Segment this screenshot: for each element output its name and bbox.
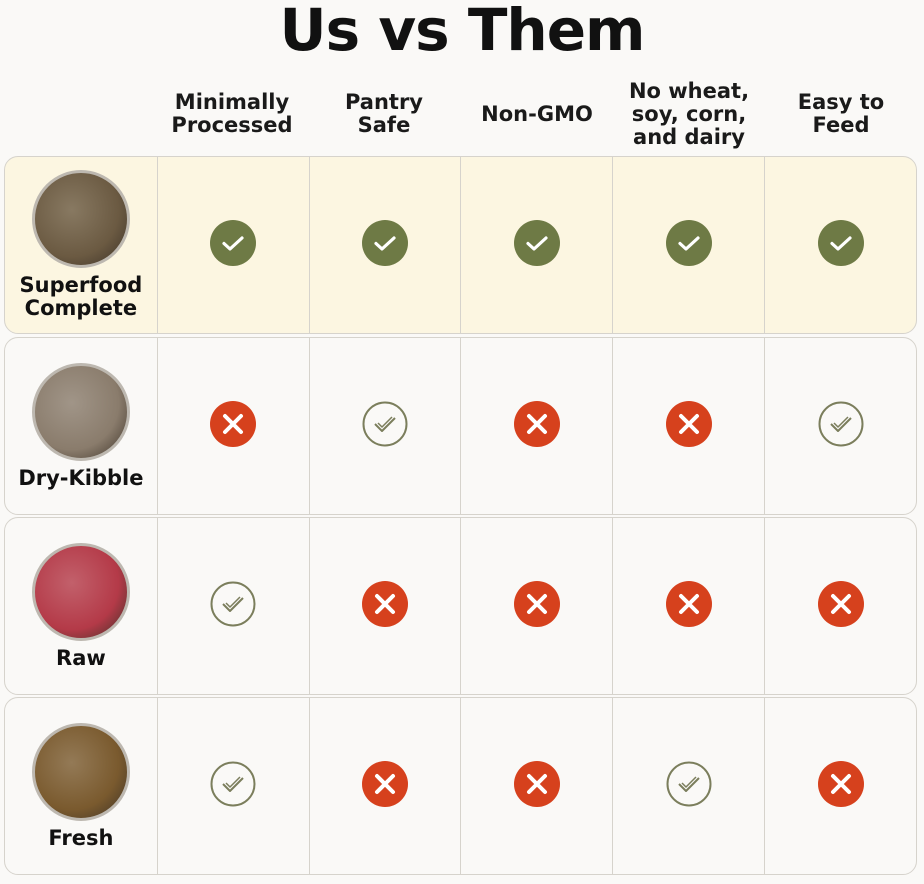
value-cell (308, 338, 461, 514)
value-cell (764, 157, 916, 333)
kibble-bowl-image (31, 362, 130, 461)
product-cell: Dry-Kibble (5, 338, 157, 514)
raw-meat-bowl-image (31, 542, 130, 641)
check-outline-icon (818, 401, 864, 451)
value-cell (460, 157, 612, 333)
comparison-row: Fresh (4, 697, 917, 875)
fresh-food-bowl-image (31, 722, 130, 821)
value-cell (308, 698, 461, 874)
column-header: Easy to Feed (797, 90, 885, 137)
cross-icon (665, 581, 712, 631)
value-cell (156, 698, 309, 874)
check-filled-icon (210, 220, 257, 270)
check-outline-icon (210, 761, 256, 811)
check-outline-icon (666, 761, 712, 811)
check-filled-icon (513, 220, 560, 270)
product-cell: Raw (5, 518, 157, 694)
value-cell (156, 518, 309, 694)
cross-icon (362, 581, 409, 631)
cross-icon (210, 401, 257, 451)
value-cell (764, 698, 916, 874)
column-header: No wheat, soy, corn, and dairy (628, 78, 750, 149)
cross-icon (513, 581, 560, 631)
comparison-row: Superfood Complete (4, 156, 917, 334)
product-cell: Superfood Complete (5, 157, 157, 333)
check-filled-icon (665, 220, 712, 270)
value-cell (764, 518, 916, 694)
value-cell (612, 698, 764, 874)
page-title: Us vs Them (279, 0, 646, 64)
value-cell (156, 338, 309, 514)
column-header: Pantry Safe (344, 90, 424, 137)
column-header: Minimally Processed (171, 90, 293, 137)
value-cell (764, 338, 916, 514)
check-filled-icon (817, 220, 864, 270)
value-cell (460, 338, 612, 514)
cross-icon (513, 761, 560, 811)
cross-icon (817, 581, 864, 631)
value-cell (308, 518, 461, 694)
cross-icon (817, 761, 864, 811)
product-cell: Fresh (5, 698, 157, 874)
value-cell (460, 518, 612, 694)
comparison-row: Dry-Kibble (4, 337, 917, 515)
superfood-bowl-image (31, 170, 130, 268)
value-cell (460, 698, 612, 874)
product-name: Raw (56, 645, 106, 670)
value-cell (612, 518, 764, 694)
check-filled-icon (362, 220, 409, 270)
column-header: Non-GMO (481, 101, 593, 126)
cross-icon (513, 401, 560, 451)
comparison-row: Raw (4, 517, 917, 695)
cross-icon (665, 401, 712, 451)
product-name: Fresh (48, 825, 114, 850)
value-cell (156, 157, 309, 333)
product-name: Dry-Kibble (18, 465, 144, 490)
value-cell (308, 157, 461, 333)
check-outline-icon (362, 401, 408, 451)
value-cell (612, 157, 764, 333)
value-cell (612, 338, 764, 514)
product-name: Superfood Complete (19, 273, 143, 320)
check-outline-icon (210, 581, 256, 631)
cross-icon (362, 761, 409, 811)
